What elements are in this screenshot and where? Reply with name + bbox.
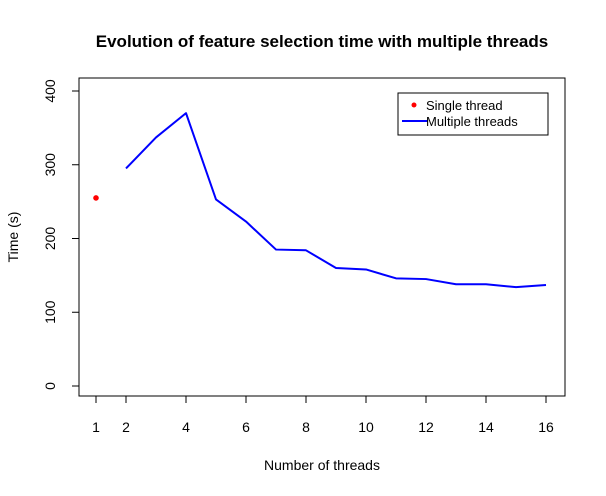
- x-tick-label-2: 2: [122, 419, 130, 435]
- x-tick-label-12: 12: [418, 419, 434, 435]
- x-tick-label-14: 14: [478, 419, 494, 435]
- y-tick-label-100: 100: [42, 300, 58, 324]
- y-tick-label-200: 200: [42, 227, 58, 251]
- series-layer: [93, 112, 547, 289]
- legend-marker-single-thread: [411, 102, 417, 108]
- legend-box: [397, 92, 549, 136]
- y-tick-label-0: 0: [42, 382, 58, 390]
- x-tick-label-1: 1: [92, 419, 100, 435]
- y-axis-label: Time (s): [5, 212, 21, 263]
- x-tick-label-10: 10: [358, 419, 374, 435]
- x-tick-label-8: 8: [302, 419, 310, 435]
- x-axis-label: Number of threads: [264, 457, 380, 473]
- x-tick-label-6: 6: [242, 419, 250, 435]
- legend-label-multiple-threads: Multiple threads: [426, 114, 518, 129]
- y-tick-label-300: 300: [42, 153, 58, 177]
- series-line-multiple-threads: [125, 112, 547, 289]
- y-axis: 0 100 200 300 400: [42, 79, 80, 390]
- x-tick-label-4: 4: [182, 419, 190, 435]
- y-tick-label-400: 400: [42, 79, 58, 103]
- chart-title: Evolution of feature selection time with…: [96, 32, 548, 51]
- legend: Single thread Multiple threads: [397, 92, 549, 136]
- x-axis: 1 2 4 6 8 10 12 14 16: [92, 395, 554, 435]
- legend-label-single-thread: Single thread: [426, 98, 503, 113]
- x-tick-label-16: 16: [538, 419, 554, 435]
- data-point-single-thread: [93, 195, 99, 201]
